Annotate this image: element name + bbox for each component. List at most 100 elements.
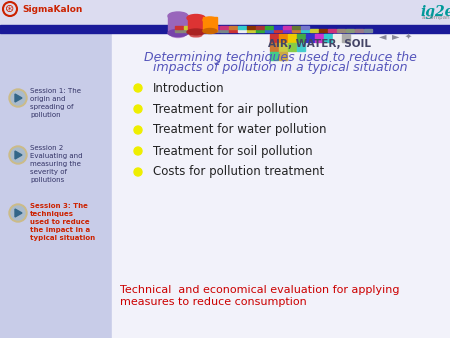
Bar (301, 26, 309, 29)
Bar (279, 52, 287, 60)
Bar (355, 29, 363, 32)
Bar (193, 26, 201, 29)
Circle shape (11, 206, 25, 220)
Bar (256, 26, 264, 29)
Bar (292, 26, 300, 29)
Bar (203, 17, 217, 31)
Bar (202, 26, 210, 29)
Text: Costs for pollution treatment: Costs for pollution treatment (153, 166, 324, 178)
Text: Introduction: Introduction (153, 81, 225, 95)
Bar (328, 29, 336, 32)
Bar (168, 16, 188, 33)
Bar (297, 43, 305, 51)
Bar (270, 34, 278, 42)
Ellipse shape (203, 28, 217, 33)
Text: SigmaKalon: SigmaKalon (22, 4, 82, 14)
Polygon shape (15, 209, 22, 217)
Text: Treatment for air pollution: Treatment for air pollution (153, 102, 308, 116)
Bar (184, 26, 192, 29)
Circle shape (134, 84, 142, 92)
Text: Session 3: The
techniques
used to reduce
the impact in a
typical situation: Session 3: The techniques used to reduce… (30, 203, 95, 241)
Bar (306, 34, 314, 42)
Ellipse shape (168, 29, 188, 37)
Bar (211, 29, 219, 32)
Circle shape (134, 105, 142, 113)
Bar (283, 26, 291, 29)
Circle shape (9, 89, 27, 107)
Text: impacts of pollution in a typical situation: impacts of pollution in a typical situat… (153, 61, 407, 74)
Bar (270, 52, 278, 60)
Bar (292, 29, 300, 32)
Bar (229, 29, 237, 32)
Text: measures to reduce consumption: measures to reduce consumption (120, 297, 307, 307)
Circle shape (9, 146, 27, 164)
Bar (184, 29, 192, 32)
Circle shape (3, 2, 17, 16)
Bar (274, 29, 282, 32)
Bar (0, 25, 450, 33)
Bar (283, 29, 291, 32)
Bar (247, 29, 255, 32)
Circle shape (11, 148, 25, 162)
Ellipse shape (187, 15, 205, 22)
Bar (202, 29, 210, 32)
Bar (301, 29, 309, 32)
Bar (265, 29, 273, 32)
Bar (279, 43, 287, 51)
Bar (288, 34, 296, 42)
Text: ⊛: ⊛ (5, 4, 15, 14)
Bar (342, 34, 350, 42)
Bar (324, 34, 332, 42)
Bar (337, 29, 345, 32)
Text: ◄: ◄ (379, 31, 387, 41)
Bar (315, 34, 323, 42)
Bar (333, 34, 341, 42)
Bar (220, 29, 228, 32)
Circle shape (134, 147, 142, 155)
Bar (0, 0, 450, 28)
Text: a company: a company (422, 16, 450, 21)
Circle shape (134, 126, 142, 134)
Bar (319, 29, 327, 32)
Polygon shape (15, 151, 22, 159)
Text: ►: ► (392, 31, 400, 41)
Bar (288, 43, 296, 51)
Bar (175, 26, 183, 29)
Ellipse shape (190, 33, 202, 37)
Ellipse shape (203, 17, 217, 23)
Text: Session 2
Evaluating and
measuring the
severity of
pollutions: Session 2 Evaluating and measuring the s… (30, 145, 82, 183)
Text: ig2e: ig2e (420, 5, 450, 19)
Text: Treatment for water pollution: Treatment for water pollution (153, 123, 327, 137)
Ellipse shape (168, 12, 188, 20)
Text: ✦: ✦ (405, 31, 411, 41)
Bar (274, 26, 282, 29)
Polygon shape (15, 94, 22, 102)
Bar (193, 29, 201, 32)
Bar (346, 29, 354, 32)
Text: Treatment for soil pollution: Treatment for soil pollution (153, 145, 313, 158)
Text: AIR, WATER, SOIL: AIR, WATER, SOIL (269, 39, 372, 49)
Bar (247, 26, 255, 29)
Bar (175, 29, 183, 32)
Bar (297, 34, 305, 42)
Text: Determining techniques used to reduce the: Determining techniques used to reduce th… (144, 51, 416, 64)
Bar (265, 26, 273, 29)
Bar (279, 34, 287, 42)
Bar (220, 26, 228, 29)
Bar (364, 29, 372, 32)
Bar (112, 0, 450, 338)
Circle shape (9, 204, 27, 222)
Bar (256, 29, 264, 32)
Text: Technical  and economical evaluation for applying: Technical and economical evaluation for … (120, 285, 400, 295)
Bar (0, 0, 112, 338)
Ellipse shape (171, 32, 185, 38)
Bar (270, 43, 278, 51)
Bar (238, 29, 246, 32)
Bar (310, 29, 318, 32)
Circle shape (134, 168, 142, 176)
Bar (188, 16, 204, 32)
Text: Session 1: The
origin and
spreading of
pollution: Session 1: The origin and spreading of p… (30, 88, 81, 118)
Bar (238, 26, 246, 29)
Circle shape (11, 91, 25, 105)
Ellipse shape (187, 29, 205, 35)
